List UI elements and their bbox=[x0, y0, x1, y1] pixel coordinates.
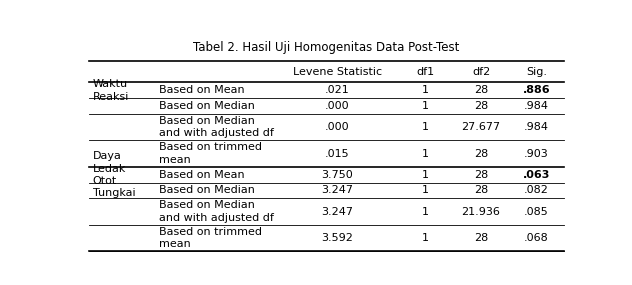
Text: 28: 28 bbox=[474, 149, 488, 159]
Text: Based on Median: Based on Median bbox=[159, 101, 255, 111]
Text: df2: df2 bbox=[472, 66, 490, 76]
Text: 3.247: 3.247 bbox=[322, 186, 353, 196]
Text: .068: .068 bbox=[524, 233, 549, 243]
Text: .000: .000 bbox=[325, 101, 349, 111]
Text: 27.677: 27.677 bbox=[461, 122, 501, 132]
Text: 1: 1 bbox=[422, 233, 429, 243]
Text: 28: 28 bbox=[474, 170, 488, 180]
Text: 1: 1 bbox=[422, 149, 429, 159]
Text: 1: 1 bbox=[422, 85, 429, 95]
Text: Waktu
Reaksi: Waktu Reaksi bbox=[93, 79, 129, 101]
Text: .015: .015 bbox=[325, 149, 349, 159]
Text: 1: 1 bbox=[422, 170, 429, 180]
Text: 3.247: 3.247 bbox=[322, 207, 353, 217]
Text: 1: 1 bbox=[422, 207, 429, 217]
Text: Based on Mean: Based on Mean bbox=[159, 170, 245, 180]
Text: .082: .082 bbox=[524, 186, 549, 196]
Text: 3.750: 3.750 bbox=[322, 170, 353, 180]
Text: 28: 28 bbox=[474, 85, 488, 95]
Text: Based on trimmed
mean: Based on trimmed mean bbox=[159, 142, 262, 165]
Text: .021: .021 bbox=[325, 85, 349, 95]
Text: Based on trimmed
mean: Based on trimmed mean bbox=[159, 227, 262, 249]
Text: 1: 1 bbox=[422, 186, 429, 196]
Text: Based on Mean: Based on Mean bbox=[159, 85, 245, 95]
Text: 28: 28 bbox=[474, 186, 488, 196]
Text: Daya
Ledak
Otot
Tungkai: Daya Ledak Otot Tungkai bbox=[93, 151, 135, 198]
Text: .085: .085 bbox=[524, 207, 549, 217]
Text: Levene Statistic: Levene Statistic bbox=[293, 66, 382, 76]
Text: 3.592: 3.592 bbox=[322, 233, 353, 243]
Text: 1: 1 bbox=[422, 122, 429, 132]
Text: 21.936: 21.936 bbox=[461, 207, 501, 217]
Text: Based on Median
and with adjusted df: Based on Median and with adjusted df bbox=[159, 116, 274, 138]
Text: df1: df1 bbox=[416, 66, 435, 76]
Text: 28: 28 bbox=[474, 101, 488, 111]
Text: .984: .984 bbox=[524, 122, 549, 132]
Text: .903: .903 bbox=[524, 149, 549, 159]
Text: .984: .984 bbox=[524, 101, 549, 111]
Text: Tabel 2. Hasil Uji Homogenitas Data Post-Test: Tabel 2. Hasil Uji Homogenitas Data Post… bbox=[193, 41, 459, 54]
Text: .063: .063 bbox=[523, 170, 550, 180]
Text: .886: .886 bbox=[523, 85, 550, 95]
Text: Based on Median
and with adjusted df: Based on Median and with adjusted df bbox=[159, 200, 274, 223]
Text: Sig.: Sig. bbox=[526, 66, 547, 76]
Text: 28: 28 bbox=[474, 233, 488, 243]
Text: 1: 1 bbox=[422, 101, 429, 111]
Text: .000: .000 bbox=[325, 122, 349, 132]
Text: Based on Median: Based on Median bbox=[159, 186, 255, 196]
